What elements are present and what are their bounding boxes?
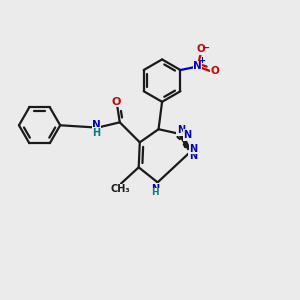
- Text: H: H: [92, 128, 101, 138]
- Text: −: −: [202, 42, 210, 52]
- Text: +: +: [198, 56, 205, 65]
- Text: CH₃: CH₃: [110, 184, 130, 194]
- Text: N: N: [189, 151, 197, 161]
- Text: O: O: [111, 97, 121, 107]
- Text: N: N: [189, 144, 197, 154]
- Text: O: O: [211, 66, 220, 76]
- Text: N: N: [151, 184, 159, 194]
- Text: N: N: [92, 120, 101, 130]
- Text: H: H: [152, 188, 159, 197]
- Text: N: N: [177, 125, 185, 135]
- Text: O: O: [196, 44, 205, 54]
- Text: N: N: [193, 61, 202, 71]
- Text: N: N: [184, 130, 192, 140]
